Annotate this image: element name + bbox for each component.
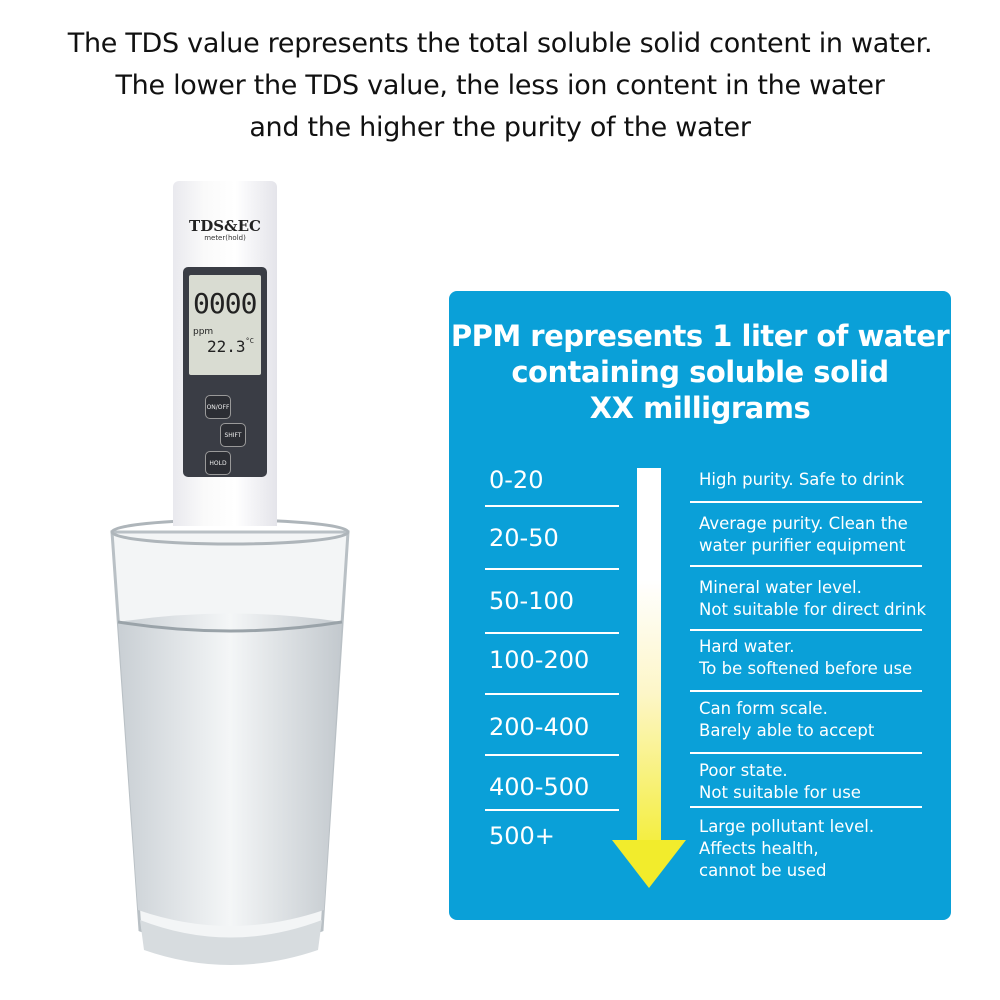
divider [690,565,922,567]
divider [690,501,922,503]
divider [690,629,922,631]
description-line: Can form scale. [699,699,828,718]
meter-face: 0000 ppm 22.3°C ON/OFF SHIFT HOLD [183,267,267,477]
ppm-range: 100-200 [489,646,590,674]
purity-arrow-head-icon [612,840,686,888]
divider [485,693,619,695]
description-line: water purifier equipment [699,536,906,555]
lcd-unit: ppm [193,327,214,337]
divider [690,690,922,692]
water-glass-image [110,518,350,965]
hold-button: HOLD [205,451,231,475]
lcd-temperature: 22.3°C [207,337,254,356]
range-description: Can form scale. Barely able to accept [699,698,874,742]
onoff-button: ON/OFF [205,395,231,419]
ppm-range: 20-50 [489,524,559,552]
description-line: To be softened before use [699,659,913,678]
ppm-range: 0-20 [489,466,544,494]
headline-line-2: The lower the TDS value, the less ion co… [115,70,885,101]
tds-meter-image: TDS&EC meter(hold) 0000 ppm 22.3°C ON/OF… [173,181,277,526]
divider [485,632,619,634]
temperature-value: 22.3 [207,337,246,356]
divider [485,505,619,507]
lcd-reading: 0000 [193,287,257,320]
range-description: Large pollutant level. Affects health, can… [699,816,874,882]
range-description: High purity. Safe to drink [699,469,904,491]
panel-title-2: containing soluble solid [511,355,889,389]
temperature-unit: °C [245,337,254,345]
ppm-range: 200-400 [489,713,590,741]
description-line: Affects health, [699,839,819,858]
ppm-range: 500+ [489,822,555,850]
divider [690,806,922,808]
panel-title-3: XX milligrams [589,391,811,425]
range-description: Average purity. Clean the water purifier … [699,513,908,557]
meter-subtitle: meter(hold) [204,234,246,242]
divider [690,752,922,754]
panel-title-1: PPM represents 1 liter of water [450,319,950,353]
range-description: Mineral water level. Not suitable for dir… [699,577,926,621]
description-line: Barely able to accept [699,721,875,740]
description-line: Poor state. [699,761,788,780]
range-description: Poor state. Not suitable for use [699,760,861,804]
lcd-display: 0000 ppm 22.3°C [189,275,261,375]
ppm-range: 50-100 [489,587,575,615]
shift-button: SHIFT [220,423,246,447]
description-line: Mineral water level. [699,578,862,597]
divider [485,754,619,756]
description-line: Not suitable for use [699,783,861,802]
description-line: Hard water. [699,637,795,656]
description-line: Not suitable for direct drink [699,600,927,619]
purity-arrow-shaft [637,468,661,843]
description-line: High purity. Safe to drink [699,470,905,489]
ppm-range: 400-500 [489,773,590,801]
divider [485,568,619,570]
divider [485,809,619,811]
headline-line-3: and the higher the purity of the water [249,112,751,143]
description-line: Average purity. Clean the [699,514,908,533]
meter-brand: TDS&EC [189,217,261,235]
headline-line-1: The TDS value represents the total solub… [67,28,933,59]
ppm-panel: PPM represents 1 liter of water containi… [449,291,951,920]
description-line: Large pollutant level. [699,817,875,836]
range-description: Hard water. To be softened before use [699,636,912,680]
description-line: cannot be used [699,861,827,880]
